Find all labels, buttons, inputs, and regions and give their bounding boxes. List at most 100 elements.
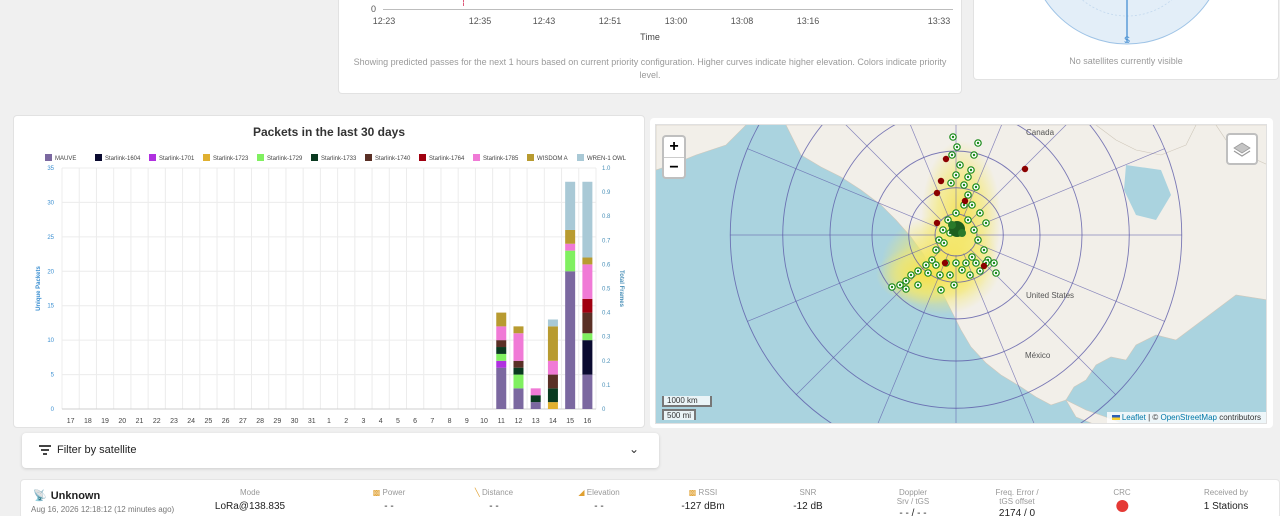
distance-column: ╲ Distance - - [475,488,513,512]
x-tick-label: 24 [187,418,195,425]
chevron-down-icon[interactable]: ⌄ [628,442,639,456]
distance-icon: ╲ [474,488,480,497]
station-cluster-part [958,229,966,237]
legend-swatch [203,154,210,161]
zoom-in-button[interactable]: + [669,138,679,155]
bar-segment [547,319,558,327]
pass-time-tick: 12:43 [532,16,556,26]
freq-error-label: Freq. Error / [995,488,1039,497]
packet-marker-dot [968,273,972,277]
packet-marker-dot [972,153,976,157]
packet-marker-dot [924,263,928,267]
doppler-value: - - / - - [899,508,927,516]
y2-tick-label: 0.2 [602,359,611,365]
osm-link[interactable]: OpenStreetMap [1160,413,1217,422]
distance-label: Distance [481,488,514,497]
packet-marker-dot [970,255,974,259]
x-tick-label: 20 [118,418,126,425]
freq-error-column: Freq. Error / tGS offset 2174 / 0 [995,488,1038,516]
bar-segment [582,298,593,313]
x-tick-label: 2 [344,418,348,425]
pass-time-tick: 13:33 [927,16,951,26]
x-tick-label: 12 [515,418,523,425]
y2-tick-label: 0.4 [602,311,611,317]
packet-marker-dot [890,285,894,289]
packet-marker-dot [984,221,988,225]
packet-marker-dot [962,203,966,207]
doppler-sublabel: Srv / tGS [896,497,930,506]
scale-bar-mi: 500 mi [662,409,696,420]
pass-time-tick: 13:16 [796,16,820,26]
pass-time-tick: 12:35 [468,16,492,26]
signal-icon: ▩ [688,488,697,497]
leaflet-link[interactable]: Leaflet [1121,413,1146,422]
x-tick-label: 30 [291,418,299,425]
y2-tick-label: 0.5 [602,287,611,293]
polar-caption: No satellites currently visible [1069,56,1183,66]
x-tick-label: 7 [430,418,434,425]
ukraine-flag-icon [1111,415,1120,421]
packet-marker-dot [964,261,968,265]
pass-y-zero-label: 0 [371,4,377,14]
y-tick-label: 30 [47,200,54,206]
y2-tick-label: 0 [602,407,606,413]
x-tick-label: 3 [361,418,365,425]
x-tick-label: 15 [566,418,574,425]
packet-marker-lost [1021,165,1029,173]
bar-segment [565,243,576,251]
crc-status-dot [1116,500,1128,512]
distance-value: - - [489,501,499,512]
legend-label: MAUVE [55,156,76,162]
zoom-out-button[interactable]: − [664,157,684,177]
received-by-label: Received by [1203,488,1249,497]
power-icon: ▩ [372,488,381,497]
packet-marker-dot [962,183,966,187]
packet-marker-dot [934,263,938,267]
bar-segment [496,367,507,409]
bar-segment [582,374,593,409]
legend-label: WISDOM A [537,156,568,162]
bar-segment [496,312,507,327]
packet-marker-dot [938,273,942,277]
packet-marker-dot [937,238,941,242]
filter-icon [39,445,51,457]
x-tick-label: 22 [153,418,161,425]
bar-segment [582,181,593,258]
layers-button[interactable] [1226,133,1258,165]
y2-axis-title: Total Frames [618,270,624,308]
y-tick-label: 35 [47,166,54,172]
legend-swatch [473,154,480,161]
filter-label: Filter by satellite [57,444,137,456]
elevation-icon: ◢ [578,488,585,497]
map-canvas: Canada United States México [656,125,1266,423]
packet-marker-lost [933,219,941,227]
y2-tick-label: 0.1 [602,383,611,389]
x-tick-label: 4 [379,418,383,425]
coverage-map[interactable]: Canada United States México + − 1000 km … [655,124,1267,424]
map-label-mexico: México [1025,351,1051,360]
rssi-label: RSSI [698,488,718,497]
packet-marker-dot [930,258,934,262]
packet-marker-dot [934,248,938,252]
packet-marker-lost [933,189,941,197]
range-spoke [974,148,1165,228]
bar-segment [582,264,593,299]
legend-label: Starlink-1733 [321,156,357,162]
bar-segment [513,367,524,375]
packet-marker-dot [954,211,958,215]
bar-segment [513,360,524,368]
y-axis-title: Unique Packets [36,265,42,310]
mode-label: Mode [239,488,260,497]
polar-south-label: S [1124,35,1130,45]
x-tick-label: 19 [101,418,109,425]
packet-row[interactable]: 📡 Unknown Aug 16, 2026 12:18:12 (12 minut… [20,479,1280,516]
bar-segment [547,326,558,361]
power-value: - - [384,501,394,512]
packet-marker-dot [976,141,980,145]
x-tick-label: 16 [583,418,591,425]
filter-by-satellite[interactable]: Filter by satellite ⌄ [22,433,659,468]
range-spoke [845,125,943,222]
pass-caption: Showing predicted passes for the next 1 … [353,57,947,80]
legend-swatch [311,154,318,161]
packet-marker-dot [954,261,958,265]
